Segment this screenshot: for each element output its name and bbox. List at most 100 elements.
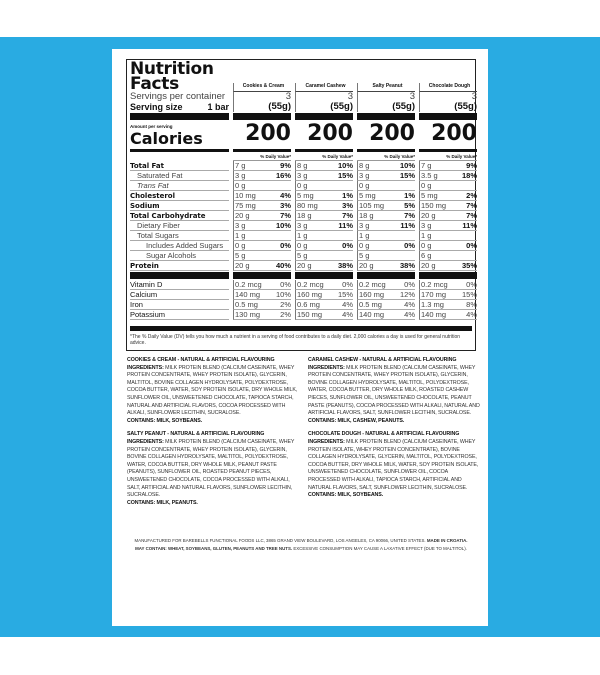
medium-bar (357, 149, 415, 152)
percent-dv: 7% (466, 211, 477, 220)
nutrient-label: Vitamin D (130, 280, 229, 290)
percent-dv: 5% (404, 201, 415, 210)
percent-dv: 7% (404, 211, 415, 220)
footnote: *The % Daily Value (DV) tells you how mu… (130, 334, 461, 346)
amount: 3.5 g (421, 171, 438, 180)
percent-dv: 10% (399, 161, 415, 170)
nutrient-value: 1 g (233, 231, 291, 241)
nutrient-value: 0.5 mg 2% (233, 300, 291, 310)
amount: 3 g (235, 221, 246, 230)
nutrient-value: 75 mg 3% (233, 201, 291, 211)
nutrient-value: 5 g (357, 251, 415, 261)
nutrient-value: 130 mg 2% (233, 310, 291, 320)
percent-dv: 3% (280, 201, 291, 210)
amount: 1.3 mg (421, 300, 444, 309)
amount: 0 g (359, 181, 370, 190)
black-bar (419, 272, 477, 279)
percent-dv: 0% (404, 280, 415, 289)
servings-cell: 3 (55g) (357, 92, 415, 112)
ingredient-heading: Cookies & Cream - Natural & Artificial F… (127, 357, 275, 363)
percent-dv: 7% (280, 211, 291, 220)
amount: 5 g (297, 251, 308, 260)
percent-dv: 15% (337, 290, 353, 299)
nutrient-value: 20 g 7% (233, 211, 291, 221)
servings-count: 3 (409, 91, 415, 102)
allergen-contains: Contains: Milk, Soybeans. (308, 492, 384, 499)
spacer (130, 153, 229, 161)
nutrient-value: 105 mg 5% (357, 201, 415, 211)
percent-dv: 16% (275, 171, 291, 180)
percent-dv: 15% (399, 171, 415, 180)
percent-dv: 9% (280, 161, 291, 170)
percent-dv: 4% (342, 310, 353, 319)
amount: 5 g (235, 251, 246, 260)
black-bar (130, 272, 229, 279)
nutrient-value: 1 g (419, 231, 477, 241)
servings-cell: 3 (55g) (419, 92, 477, 112)
servings-label: Servings per container (130, 91, 226, 102)
nutrient-value: 0 g (357, 181, 415, 191)
amount: 18 g (359, 211, 374, 220)
nutrient-value: 140 mg 4% (419, 310, 477, 320)
allergen-contains: Contains: Milk, Cashew, Peanuts. (308, 417, 405, 424)
amount-per-serving: Amount per serving (130, 124, 173, 129)
nutrient-label: Sugar Alcohols (130, 251, 229, 261)
amount: 0 g (297, 241, 308, 250)
calories-label: Calories (130, 129, 203, 148)
nutrient-value: 160 mg 12% (357, 290, 415, 300)
nutrient-value: 8 g 10% (357, 161, 415, 171)
nutrient-value: 140 mg 4% (357, 310, 415, 320)
nutrient-value: 5 mg 1% (357, 191, 415, 201)
amount: 170 mg (421, 290, 447, 299)
nutrient-value: 0 g (419, 181, 477, 191)
percent-dv: 4% (280, 191, 291, 200)
calories-value: 200 (431, 121, 477, 146)
ingredient-heading: Caramel Cashew - Natural & Artificial Fl… (308, 357, 457, 363)
percent-dv: 0% (466, 241, 477, 250)
percent-dv: 4% (342, 300, 353, 309)
amount: 105 mg (359, 201, 385, 210)
amount: 1 g (297, 231, 308, 240)
product-name: Chocolate Dough (419, 83, 477, 92)
amount: 0.5 mg (359, 300, 382, 309)
ingredient-block: Chocolate Dough - Natural & Artificial F… (308, 431, 480, 499)
percent-dv: 11% (400, 221, 415, 230)
amount: 10 mg (235, 191, 256, 200)
nutrient-value: 5 g (233, 251, 291, 261)
nutrient-value: 0.5 mg 4% (357, 300, 415, 310)
percent-dv: 3% (342, 201, 353, 210)
amount: 3 g (359, 171, 370, 180)
package-panel (112, 49, 488, 626)
nutrient-value: 80 mg 3% (295, 201, 353, 211)
nutrient-value: 20 g 38% (295, 261, 353, 271)
nutrient-value: 150 mg 7% (419, 201, 477, 211)
black-bar (419, 113, 477, 120)
nutrient-value: 3 g 15% (357, 171, 415, 181)
black-bar (295, 113, 353, 120)
percent-dv: 11% (462, 221, 477, 230)
percent-dv: 35% (461, 261, 477, 270)
ingredients-left-column: Cookies & Cream - Natural & Artificial F… (127, 357, 299, 513)
nutrient-value: 18 g 7% (295, 211, 353, 221)
serving-grams: (55g) (330, 101, 353, 112)
black-bar (357, 113, 415, 120)
nutrient-value: 0.2 mcg 0% (357, 280, 415, 290)
amount: 20 g (235, 261, 250, 270)
percent-dv: 2% (280, 310, 291, 319)
nutrient-value: 160 mg 15% (295, 290, 353, 300)
percent-dv: 4% (404, 300, 415, 309)
nutrient-value: 0 g (233, 181, 291, 191)
nutrient-label: Total Fat (130, 161, 229, 171)
nutrient-label: Calcium (130, 290, 229, 300)
amount: 20 g (297, 261, 312, 270)
daily-value-header: % Daily Value* (295, 153, 353, 161)
nutrient-value: 20 g 40% (233, 261, 291, 271)
nutrient-value: 3 g 11% (357, 221, 415, 231)
ingredients-text: Milk protein blend (calcium caseinate, w… (127, 438, 295, 499)
ingredients-label: Ingredients: (127, 364, 164, 371)
laxative-warning: Excessive consumption may cause a laxati… (292, 546, 467, 551)
percent-dv: 10% (275, 290, 291, 299)
amount: 140 mg (235, 290, 261, 299)
percent-dv: 15% (461, 290, 477, 299)
amount: 7 g (421, 161, 432, 170)
